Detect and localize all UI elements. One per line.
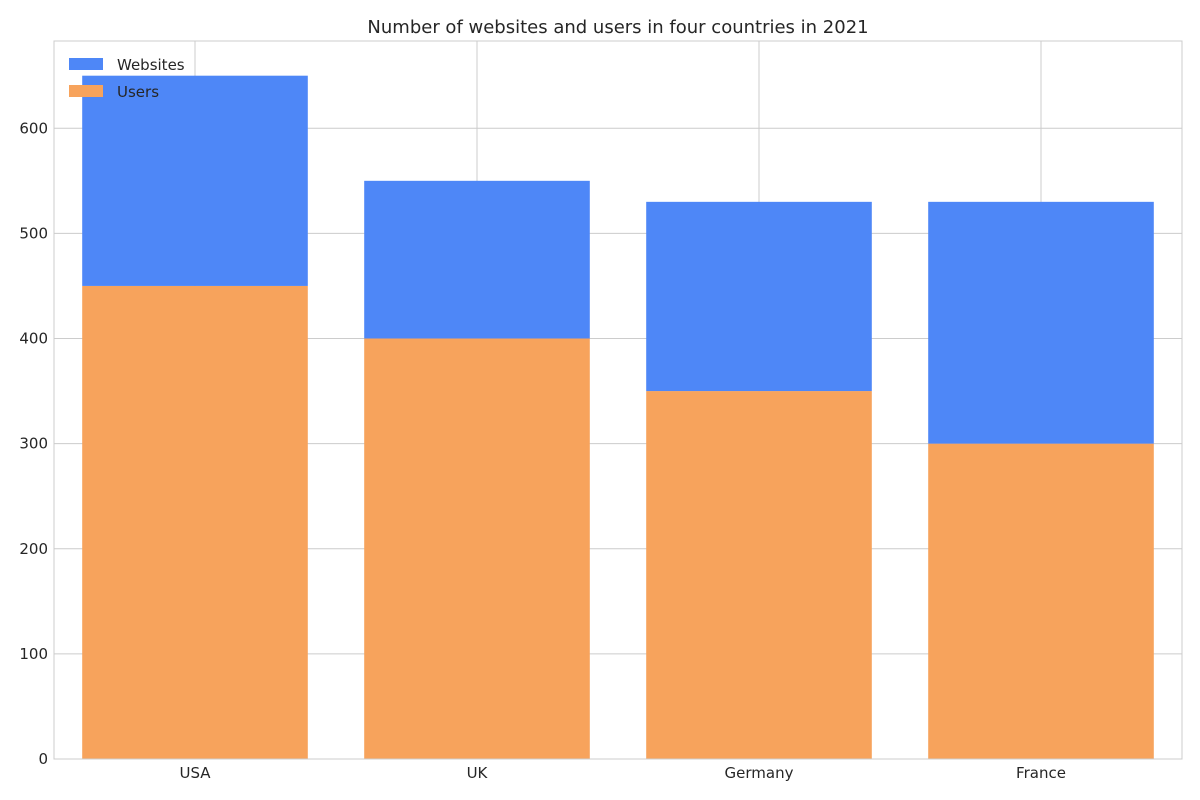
y-tick-label: 400 xyxy=(19,330,48,348)
y-tick-label: 600 xyxy=(19,119,48,137)
x-tick-label: UK xyxy=(467,764,489,782)
x-tick-label: Germany xyxy=(725,764,794,782)
chart-title: Number of websites and users in four cou… xyxy=(367,17,868,38)
bar-websites-germany xyxy=(646,201,872,392)
bar-websites-usa xyxy=(82,75,308,286)
legend-label-users: Users xyxy=(117,83,159,101)
bar-users-usa xyxy=(82,285,308,759)
legend-label-websites: Websites xyxy=(117,56,185,74)
legend-swatch-websites xyxy=(69,58,103,70)
bar-websites-uk xyxy=(364,180,590,339)
bars xyxy=(82,75,1154,759)
bar-websites-france xyxy=(928,201,1154,444)
x-tick-label: France xyxy=(1016,764,1066,782)
legend: Websites Users xyxy=(69,56,185,101)
bar-users-france xyxy=(928,443,1154,759)
tick-labels: 0 100 200 300 400 500 600 USA UK Germany France xyxy=(19,119,1066,782)
x-tick-label: USA xyxy=(179,764,211,782)
y-tick-label: 100 xyxy=(19,645,48,663)
bar-users-germany xyxy=(646,391,872,759)
y-tick-label: 200 xyxy=(19,540,48,558)
bar-users-uk xyxy=(364,338,590,759)
y-tick-label: 300 xyxy=(19,435,48,453)
y-tick-label: 0 xyxy=(38,750,48,768)
legend-swatch-users xyxy=(69,85,103,97)
plot-area-frame xyxy=(53,40,1183,760)
y-tick-label: 500 xyxy=(19,224,48,242)
